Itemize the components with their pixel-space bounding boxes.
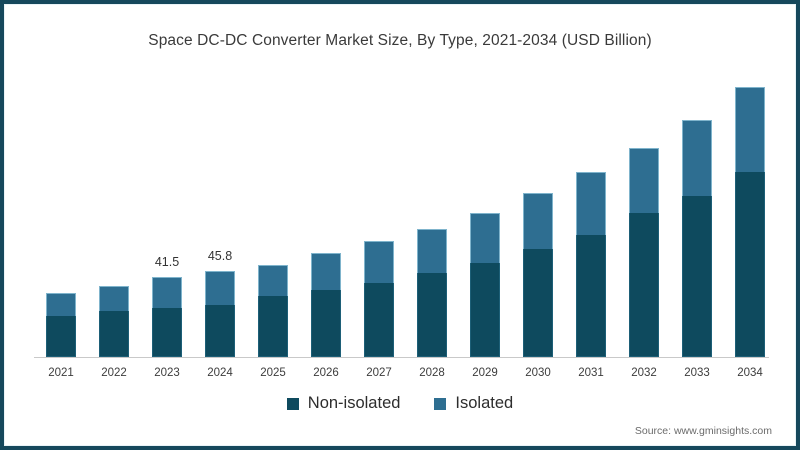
bar-2021[interactable] — [46, 293, 76, 357]
bar-segment-nonisolated-2024[interactable] — [205, 305, 235, 357]
x-tick-2027: 2027 — [366, 367, 392, 379]
legend-swatch-icon — [434, 397, 447, 410]
legend-item-isolated[interactable]: Isolated — [434, 394, 513, 413]
bar-segment-isolated-2027[interactable] — [364, 241, 394, 283]
bar-segment-nonisolated-2033[interactable] — [682, 196, 712, 357]
legend-swatch-icon — [286, 397, 299, 410]
bar-2028[interactable] — [417, 229, 447, 357]
legend-item-non-isolated[interactable]: Non-isolated — [286, 394, 401, 413]
bar-2027[interactable] — [364, 241, 394, 357]
bar-segment-isolated-2023[interactable] — [152, 277, 182, 308]
bar-2025[interactable] — [258, 265, 288, 357]
x-tick-2029: 2029 — [472, 367, 498, 379]
bar-segment-isolated-2022[interactable] — [99, 286, 129, 311]
x-tick-2021: 2021 — [48, 367, 74, 379]
bar-segment-isolated-2032[interactable] — [629, 148, 659, 213]
x-tick-2022: 2022 — [101, 367, 127, 379]
x-tick-2023: 2023 — [154, 367, 180, 379]
bar-segment-nonisolated-2027[interactable] — [364, 283, 394, 357]
x-axis-line — [34, 357, 769, 358]
bar-segment-isolated-2026[interactable] — [311, 253, 341, 290]
bar-segment-nonisolated-2031[interactable] — [576, 235, 606, 357]
bar-segment-nonisolated-2025[interactable] — [258, 296, 288, 357]
bar-segment-isolated-2031[interactable] — [576, 172, 606, 235]
bar-segment-nonisolated-2034[interactable] — [735, 172, 765, 357]
bar-2031[interactable] — [576, 172, 606, 357]
bar-segment-isolated-2034[interactable] — [735, 87, 765, 172]
bar-2022[interactable] — [99, 286, 129, 357]
bar-segment-nonisolated-2030[interactable] — [523, 249, 553, 357]
bar-segment-nonisolated-2026[interactable] — [311, 290, 341, 357]
bar-2026[interactable] — [311, 253, 341, 357]
source-credit: Source: www.gminsights.com — [634, 425, 772, 437]
x-tick-2034: 2034 — [737, 367, 763, 379]
x-tick-2028: 2028 — [419, 367, 445, 379]
bar-2032[interactable] — [629, 148, 659, 357]
x-tick-2030: 2030 — [525, 367, 551, 379]
bar-value-label-2023: 41.5 — [154, 255, 180, 269]
x-tick-2026: 2026 — [313, 367, 339, 379]
bar-2034[interactable] — [735, 87, 765, 357]
chart-canvas — [5, 5, 795, 445]
bar-segment-nonisolated-2023[interactable] — [152, 308, 182, 357]
bar-segment-isolated-2028[interactable] — [417, 229, 447, 273]
bar-2030[interactable] — [523, 193, 553, 357]
bar-segment-isolated-2024[interactable] — [205, 271, 235, 305]
bar-segment-isolated-2033[interactable] — [682, 120, 712, 196]
bar-segment-nonisolated-2021[interactable] — [46, 316, 76, 357]
x-tick-2025: 2025 — [260, 367, 286, 379]
chart-legend: Non-isolated Isolated — [0, 394, 800, 413]
legend-label: Non-isolated — [307, 394, 401, 412]
x-tick-2031: 2031 — [578, 367, 604, 379]
bar-2029[interactable] — [470, 213, 500, 357]
x-tick-2032: 2032 — [631, 367, 657, 379]
bar-2024[interactable] — [205, 271, 235, 357]
bar-2023[interactable] — [152, 277, 182, 357]
bar-segment-nonisolated-2029[interactable] — [470, 263, 500, 357]
bar-segment-nonisolated-2028[interactable] — [417, 273, 447, 357]
chart-title: Space DC-DC Converter Market Size, By Ty… — [148, 32, 652, 49]
bar-value-label-2024: 45.8 — [207, 249, 233, 263]
bar-2033[interactable] — [682, 120, 712, 357]
bar-segment-isolated-2025[interactable] — [258, 265, 288, 296]
bar-segment-isolated-2021[interactable] — [46, 293, 76, 316]
bar-segment-isolated-2030[interactable] — [523, 193, 553, 249]
x-tick-2024: 2024 — [207, 367, 233, 379]
legend-label: Isolated — [455, 394, 514, 412]
bar-segment-nonisolated-2032[interactable] — [629, 213, 659, 357]
bar-segment-nonisolated-2022[interactable] — [99, 311, 129, 357]
x-tick-2033: 2033 — [684, 367, 710, 379]
bar-segment-isolated-2029[interactable] — [470, 213, 500, 263]
